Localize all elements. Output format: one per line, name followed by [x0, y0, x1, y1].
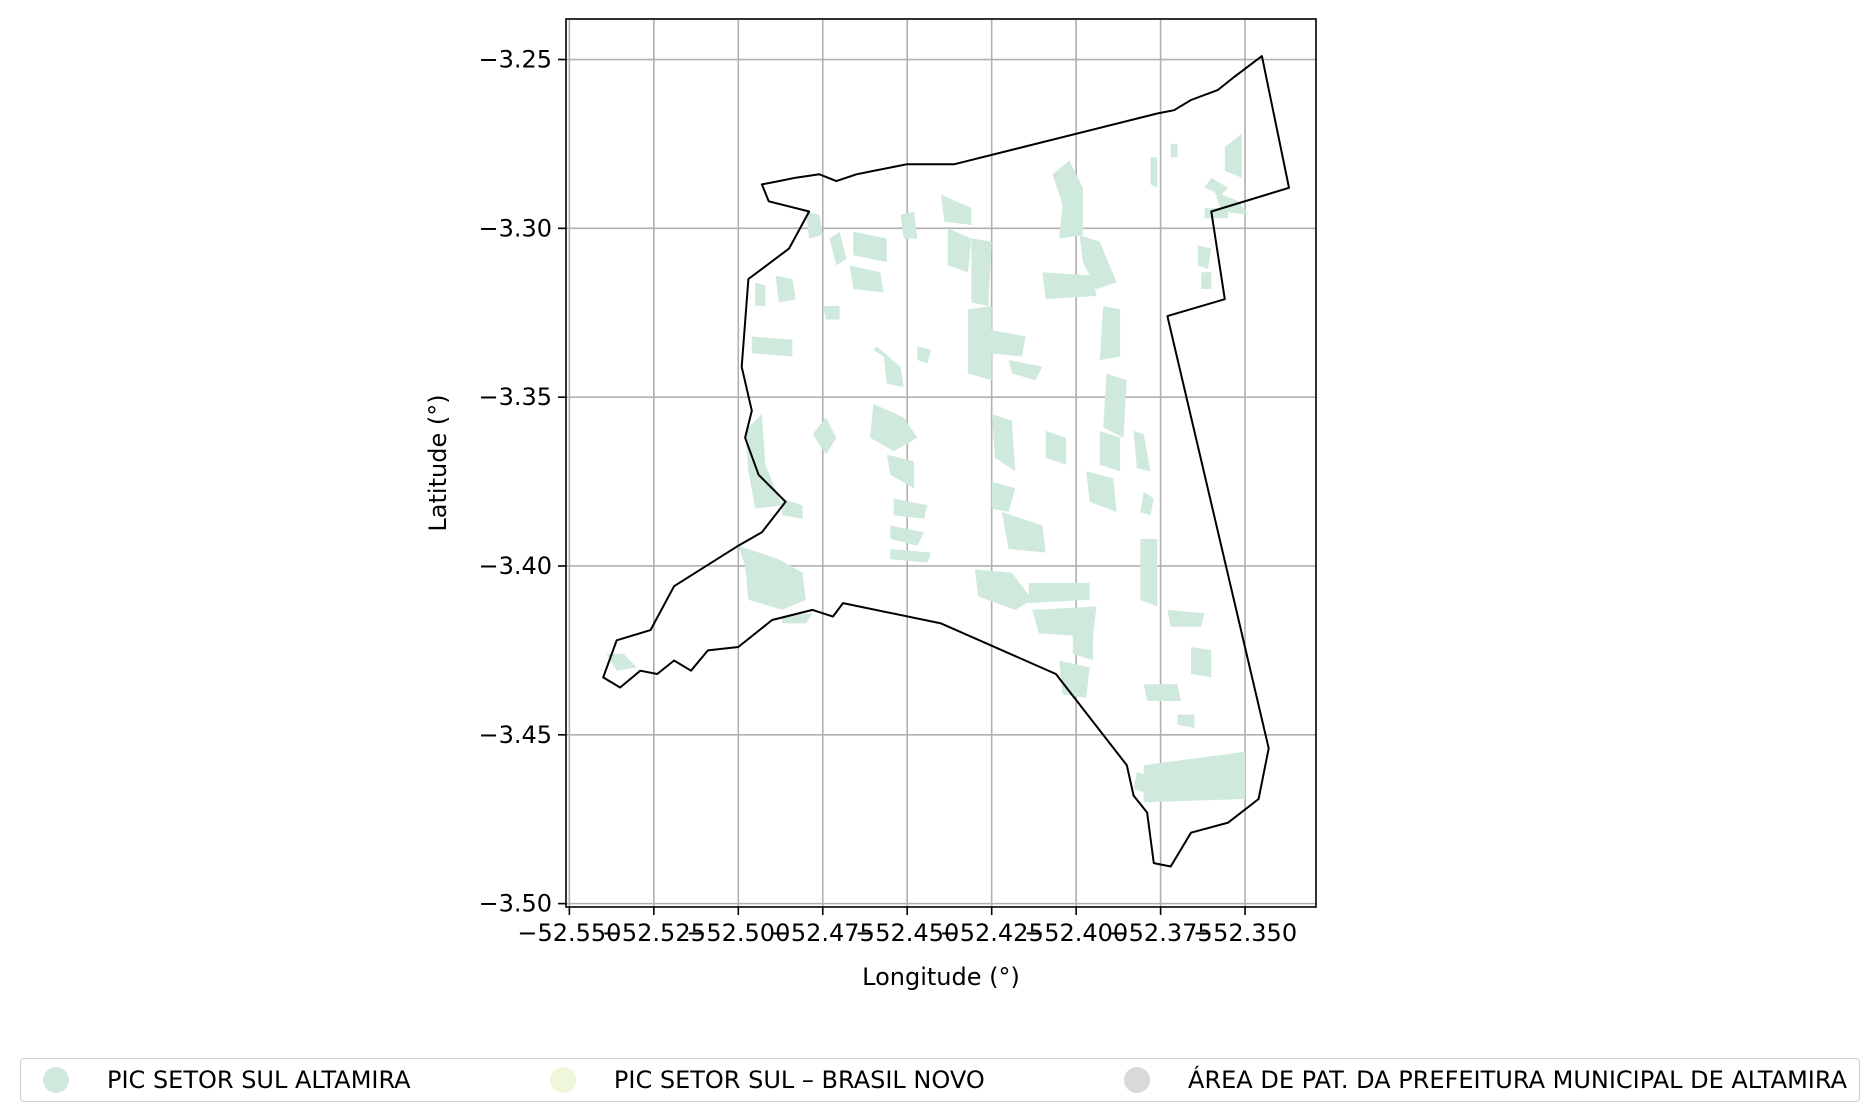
- settlement-patch: [1133, 430, 1151, 472]
- settlement-patch: [1191, 647, 1212, 678]
- x-tick-label: −52.550: [517, 919, 621, 947]
- settlement-patch: [755, 282, 766, 306]
- settlement-patch: [1099, 430, 1121, 472]
- settlement-patch: [1133, 771, 1148, 793]
- legend: PIC SETOR SUL ALTAMIRA PIC SETOR SUL – B…: [20, 1058, 1860, 1102]
- settlement-patch: [745, 414, 783, 509]
- y-tick-label: −3.30: [478, 214, 552, 242]
- settlement-patch: [1099, 306, 1121, 360]
- settlement-patch: [1059, 660, 1090, 698]
- settlement-patch: [917, 346, 931, 364]
- settlement-patch: [1143, 751, 1246, 803]
- settlement-patch: [1028, 582, 1090, 604]
- settlement-patch: [1052, 160, 1083, 239]
- settlement-patches: [606, 133, 1249, 803]
- legend-marker-icon: [43, 1067, 69, 1093]
- settlement-patch: [1224, 133, 1242, 178]
- x-tick-label: −52.425: [940, 919, 1044, 947]
- settlement-patch: [1045, 430, 1066, 465]
- y-tick-label: −3.35: [478, 383, 552, 411]
- settlement-patch: [805, 211, 823, 239]
- x-tick-label: −52.450: [855, 919, 959, 947]
- settlement-patch: [900, 211, 918, 239]
- settlement-patch: [1140, 539, 1158, 607]
- settlement-patch: [991, 414, 1016, 472]
- y-tick-label: −3.45: [478, 721, 552, 749]
- settlement-patch: [974, 569, 1033, 610]
- legend-item-area-prefeitura-altamira: ÁREA DE PAT. DA PREFEITURA MUNICIPAL DE …: [1124, 1066, 1847, 1094]
- x-tick-label: −52.525: [602, 919, 706, 947]
- settlement-patch: [822, 306, 840, 320]
- settlement-patch: [971, 238, 992, 306]
- x-tick-label: −52.475: [771, 919, 875, 947]
- legend-label: PIC SETOR SUL – BRASIL NOVO: [613, 1066, 985, 1094]
- settlement-patch: [1042, 272, 1097, 300]
- x-tick-label: −52.500: [686, 919, 790, 947]
- x-axis-ticks: −52.550−52.525−52.500−52.475−52.450−52.4…: [517, 907, 1297, 947]
- settlement-patch: [1197, 245, 1212, 269]
- settlement-patch: [775, 275, 796, 303]
- settlement-patch: [849, 265, 884, 293]
- settlement-patch: [1032, 606, 1097, 637]
- settlement-patch: [782, 498, 803, 519]
- y-axis-ticks: −3.25 −3.30 −3.35 −3.40 −3.45 −3.50: [478, 46, 566, 918]
- settlement-patch: [968, 306, 992, 381]
- settlement-patch: [751, 336, 793, 357]
- settlement-patch: [886, 454, 914, 489]
- settlement-patch: [890, 525, 925, 546]
- settlement-patch: [1143, 684, 1181, 701]
- settlement-patch: [812, 417, 837, 455]
- settlement-patch: [893, 498, 928, 519]
- legend-item-pic-setor-sul-altamira: PIC SETOR SUL ALTAMIRA: [43, 1066, 411, 1094]
- settlement-patch: [947, 228, 972, 273]
- settlement-patch: [1140, 491, 1154, 516]
- settlement-patch: [606, 653, 637, 671]
- axes-frame: [565, 18, 1317, 908]
- settlement-patch: [941, 194, 972, 225]
- settlement-patch: [782, 613, 813, 624]
- x-tick-label: −52.350: [1193, 919, 1297, 947]
- settlement-patch: [1177, 714, 1195, 728]
- settlement-patch: [1079, 235, 1117, 290]
- settlement-patch: [1204, 177, 1229, 195]
- settlement-patch: [1170, 143, 1178, 158]
- legend-item-pic-setor-sul-brasil-novo: PIC SETOR SUL – BRASIL NOVO: [549, 1066, 985, 1094]
- settlement-patch: [1008, 360, 1043, 381]
- settlement-patch: [1086, 471, 1117, 512]
- settlement-patch: [738, 545, 806, 610]
- settlement-patch: [873, 346, 904, 387]
- x-tick-label: −52.375: [1109, 919, 1213, 947]
- settlement-patch: [890, 549, 931, 563]
- settlement-patch: [1150, 157, 1158, 188]
- legend-marker-icon: [1124, 1067, 1151, 1093]
- settlement-patch: [1201, 272, 1212, 290]
- settlement-patch: [1072, 630, 1093, 661]
- y-tick-label: −3.25: [478, 46, 552, 74]
- settlement-patch: [1103, 373, 1127, 438]
- x-tick-label: −52.400: [1024, 919, 1128, 947]
- settlement-patch: [988, 329, 1026, 357]
- municipal-boundary: [602, 55, 1290, 868]
- legend-label: ÁREA DE PAT. DA PREFEITURA MUNICIPAL DE …: [1188, 1066, 1847, 1094]
- x-axis-label: Longitude (°): [862, 963, 1020, 991]
- y-tick-label: −3.50: [478, 890, 552, 918]
- legend-marker-icon: [549, 1067, 576, 1093]
- settlement-patch: [991, 481, 1016, 512]
- legend-label: PIC SETOR SUL ALTAMIRA: [107, 1066, 411, 1094]
- settlement-patch: [1167, 609, 1205, 627]
- settlement-patch: [829, 231, 847, 266]
- y-tick-label: −3.40: [478, 552, 552, 580]
- y-axis-label: Latitude (°): [424, 394, 452, 531]
- settlement-patch: [1001, 512, 1046, 553]
- settlement-patch: [870, 403, 918, 452]
- settlement-patch: [853, 231, 887, 263]
